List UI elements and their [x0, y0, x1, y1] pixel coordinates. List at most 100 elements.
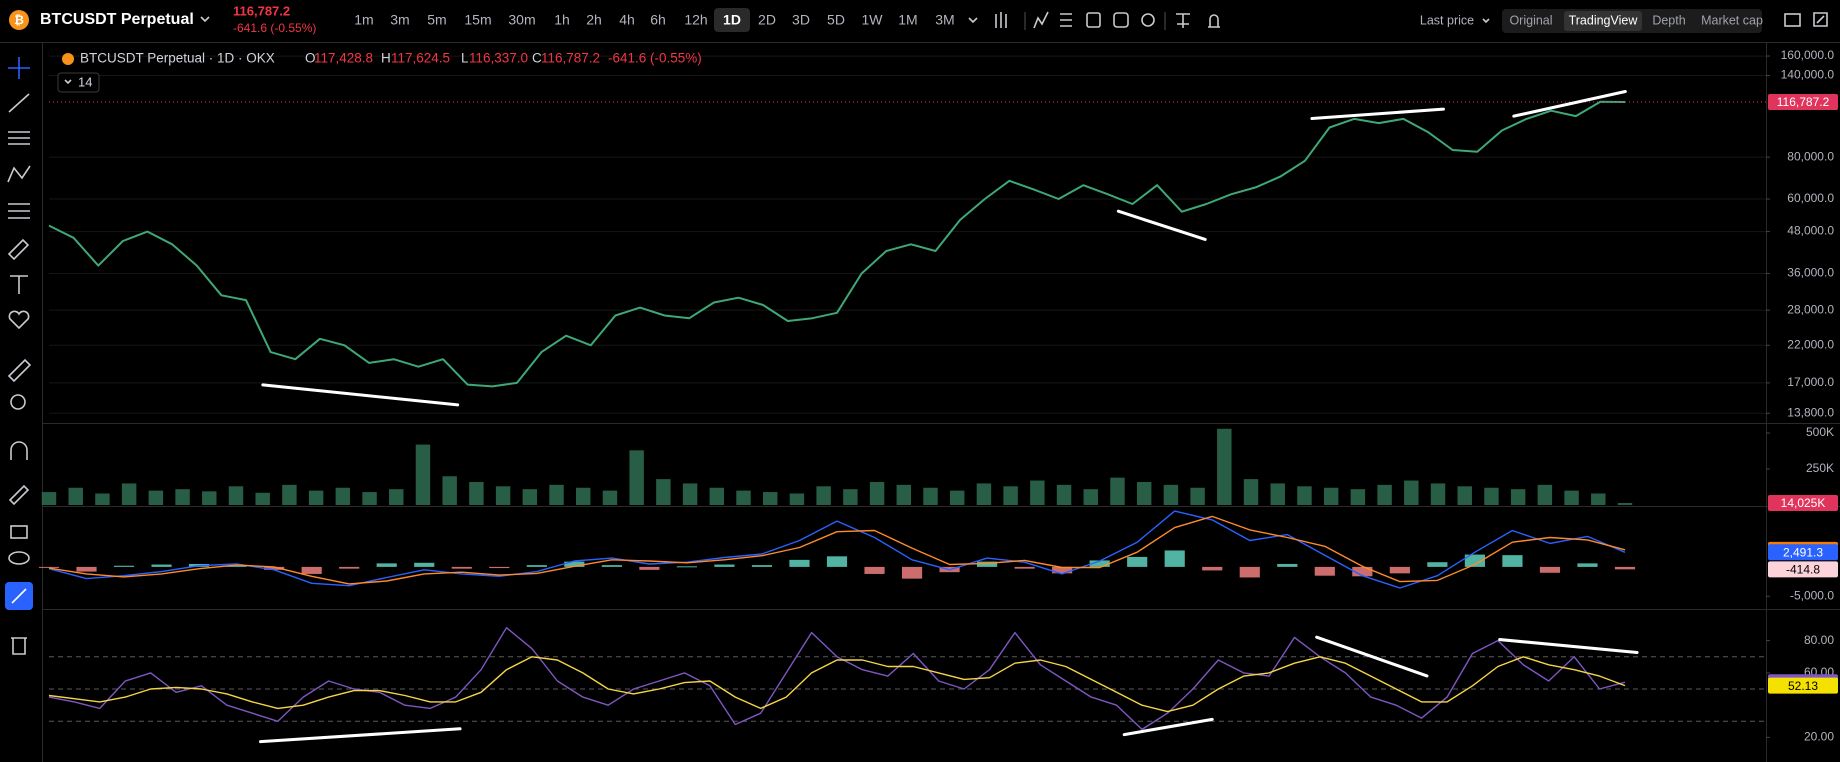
layout-icon[interactable]	[1060, 13, 1072, 27]
volume-bar	[1377, 484, 1392, 505]
forecast-tool[interactable]	[8, 203, 30, 219]
volume-bar	[1083, 489, 1098, 505]
histogram-bar	[1577, 563, 1598, 567]
histogram-bar	[1427, 562, 1448, 567]
volume-bar	[335, 487, 351, 505]
chart-type-icon[interactable]	[995, 12, 1007, 28]
y-tick-label: 17,000.0	[1787, 375, 1834, 389]
volume-bar	[255, 492, 270, 505]
volume-bar	[68, 487, 83, 505]
template-icon[interactable]	[1086, 12, 1101, 28]
compare-icon[interactable]	[1176, 13, 1190, 28]
timeframe[interactable]: 30m	[508, 12, 535, 28]
volume-bar	[1217, 428, 1232, 505]
toolbar-icons	[995, 11, 1220, 30]
timeframe[interactable]: 1W	[862, 12, 884, 28]
timeframe[interactable]: 3D	[792, 12, 810, 28]
price-change: -641.6 (-0.55%)	[233, 21, 316, 35]
volume-bar	[789, 493, 805, 505]
volume-bar	[656, 479, 671, 505]
price-type[interactable]: Last price	[1420, 13, 1474, 27]
measure-tool[interactable]	[7, 358, 32, 383]
settings-icon[interactable]	[1141, 13, 1155, 27]
legend-change: -641.6 (-0.55%)	[608, 51, 702, 66]
replay-icon[interactable]	[1113, 12, 1129, 28]
timeframe[interactable]: 4h	[619, 12, 635, 28]
histogram-bar	[639, 566, 660, 570]
volume-bar	[976, 483, 992, 505]
histogram-bar	[376, 563, 397, 567]
volume-bar	[1030, 480, 1045, 505]
view-option[interactable]: TradingView	[1569, 13, 1639, 27]
brush-tool[interactable]	[7, 238, 30, 261]
indicators-icon[interactable]	[1033, 11, 1049, 29]
legend-open: 117,428.8	[314, 51, 373, 66]
price-tag-label: 14,025K	[1781, 496, 1826, 510]
fullscreen-icon[interactable]	[1813, 12, 1828, 27]
timeframe[interactable]: 5D	[827, 12, 845, 28]
histogram-bar	[1389, 566, 1410, 574]
timeframe[interactable]: 1m	[354, 12, 373, 28]
timeframe[interactable]: 2D	[758, 12, 776, 28]
magnet-tool[interactable]	[10, 441, 28, 460]
fib-tool[interactable]	[8, 131, 30, 145]
collapse-arrow[interactable]	[64, 79, 72, 85]
histogram-bar	[789, 559, 810, 567]
legend-label: O	[305, 51, 316, 66]
price-tag	[1768, 93, 1838, 110]
legend-label: C	[532, 51, 542, 66]
text-tool[interactable]	[10, 275, 28, 294]
y-tick-label: -5,000.0	[1790, 588, 1834, 602]
histogram-bar	[977, 561, 998, 567]
volume-bar	[896, 484, 912, 505]
crosshair-tool[interactable]	[8, 57, 30, 79]
more-timeframes[interactable]	[968, 17, 978, 24]
view-option[interactable]: Depth	[1652, 13, 1685, 27]
favorites-tool[interactable]	[8, 310, 30, 330]
timeframe[interactable]: 5m	[427, 12, 446, 28]
series-line	[48, 627, 1626, 731]
timeframe[interactable]: 3m	[390, 12, 409, 28]
y-tick-label: 13,800.0	[1787, 405, 1834, 419]
price-type-dropdown[interactable]	[1482, 18, 1490, 24]
histogram-bar	[451, 566, 472, 569]
histogram-bar	[1202, 566, 1223, 571]
price-tag	[1768, 561, 1838, 578]
timeframe[interactable]: 1h	[554, 12, 570, 28]
pattern-tool[interactable]	[7, 165, 31, 183]
lock-tool[interactable]	[10, 525, 28, 539]
volume-bar	[869, 481, 885, 505]
volume-bar	[95, 493, 110, 505]
trendline-tool[interactable]	[8, 93, 30, 113]
legend-collapse[interactable]	[57, 72, 100, 93]
trend-line	[1310, 107, 1445, 121]
trend-line	[1512, 90, 1627, 118]
symbol[interactable]: BTCUSDT Perpetual	[40, 11, 194, 28]
hide-tool[interactable]	[8, 551, 30, 565]
view-option[interactable]: Market cap	[1701, 13, 1763, 27]
series-line	[48, 100, 1626, 388]
symbol-dropdown[interactable]	[200, 16, 210, 23]
indicator-count: 14	[78, 74, 92, 89]
timeframe[interactable]: 15m	[464, 12, 491, 28]
timeframe[interactable]: 6h	[650, 12, 666, 28]
timeframe[interactable]: 3M	[935, 12, 954, 28]
delete-tool[interactable]	[11, 637, 27, 655]
timeframe[interactable]: 2h	[586, 12, 602, 28]
stay-drawing-tool[interactable]	[8, 484, 30, 506]
timeframe[interactable]: 1M	[898, 12, 917, 28]
timeframe[interactable]: 12h	[684, 12, 707, 28]
y-tick-label: 48,000.0	[1787, 224, 1834, 238]
timeframe[interactable]: 1D	[723, 12, 741, 28]
view-option[interactable]: Original	[1509, 13, 1552, 27]
histogram-bar	[151, 564, 172, 567]
alert-icon[interactable]	[1208, 14, 1220, 28]
zoom-tool[interactable]	[10, 394, 26, 410]
histogram-bar	[751, 565, 773, 567]
volume-bar	[816, 486, 831, 505]
sync-tool[interactable]	[11, 588, 27, 604]
window-icon[interactable]	[1784, 13, 1801, 27]
volume-bar	[148, 490, 164, 505]
volume-bar	[602, 490, 618, 505]
